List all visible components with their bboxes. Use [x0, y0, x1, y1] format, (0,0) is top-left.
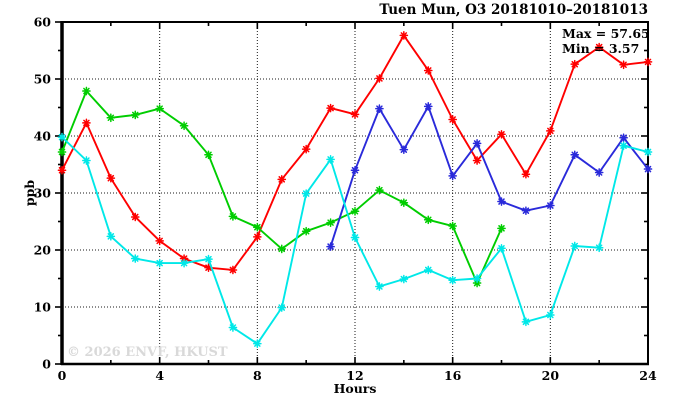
series-day-2-green: [57, 86, 506, 288]
tick-labels: 0 10 20 30 40 50 60 0 4 8 12 16 20 24: [34, 15, 657, 384]
series-markers-day-1-red: [57, 31, 653, 275]
gridlines: [62, 22, 648, 364]
y-tick-label: 50: [34, 72, 52, 87]
y-axis-label: ppb: [22, 180, 37, 206]
series-line-day-3-blue: [329, 105, 649, 247]
series-day-1-red: [57, 31, 653, 275]
legend-max-value: Max = 57.65: [562, 26, 650, 41]
x-tick-label: 20: [542, 368, 560, 383]
y-tick-label: 30: [34, 186, 52, 201]
x-axis-label: Hours: [334, 381, 377, 396]
x-tick-label: 12: [346, 368, 363, 383]
y-tick-label: 60: [34, 15, 52, 30]
series-line-day-2-green: [61, 90, 503, 285]
axis-ticks: [55, 21, 649, 365]
x-tick-label: 0: [58, 368, 67, 383]
x-tick-label: 4: [155, 368, 164, 383]
legend-min-value: Min = 3.57: [562, 41, 639, 56]
x-tick-label: 24: [639, 368, 657, 383]
x-tick-label: 8: [253, 368, 262, 383]
series-day-4-cyan: [57, 132, 653, 349]
y-tick-label: 20: [34, 243, 52, 258]
chart-title: Tuen Mun, O3 20181010–20181013: [379, 2, 648, 18]
series-markers-day-2-green: [57, 86, 506, 288]
data-series: [57, 31, 653, 349]
x-tick-label: 16: [444, 368, 462, 383]
y-tick-label: 10: [34, 300, 52, 315]
y-tick-label: 40: [34, 129, 52, 144]
series-markers-day-4-cyan: [57, 132, 653, 349]
y-tick-label: 0: [42, 357, 51, 372]
watermark: © 2026 ENVF, HKUST: [67, 345, 228, 360]
series-markers-day-3-blue: [326, 102, 653, 251]
series-day-3-blue: [326, 102, 653, 251]
